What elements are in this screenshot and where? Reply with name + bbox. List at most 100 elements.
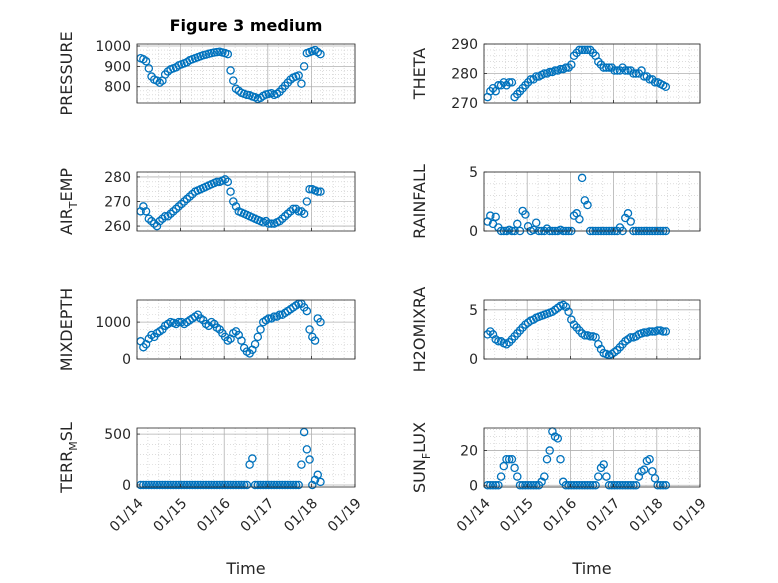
data-point	[199, 480, 208, 490]
data-point	[231, 480, 241, 490]
data-point	[529, 481, 538, 490]
data-point	[313, 470, 323, 480]
data-point	[567, 60, 576, 69]
data-point	[583, 481, 592, 490]
data-point	[531, 218, 541, 227]
data-point	[313, 187, 323, 196]
data-point	[639, 465, 649, 474]
data-point	[269, 312, 279, 321]
data-point	[150, 480, 159, 490]
data-point	[196, 480, 205, 490]
data-point	[556, 454, 565, 464]
y-tick-label: 5	[469, 165, 478, 181]
data-point	[572, 481, 581, 490]
data-point	[623, 481, 633, 490]
data-point	[220, 175, 230, 184]
data-point	[264, 219, 273, 228]
data-point	[185, 480, 194, 490]
data-point	[585, 332, 595, 341]
panel-row2-left: 260 270 280 AIRTEMP	[57, 168, 356, 235]
data-point	[591, 333, 600, 342]
ylabel-part: M	[67, 441, 80, 451]
ylabel-part: AIR	[57, 208, 76, 235]
data-point	[190, 480, 200, 490]
panel-row2-right: 0 5 RAINFALL	[410, 164, 701, 240]
data-point	[256, 325, 265, 334]
data-point	[621, 481, 630, 490]
y-tick-label: 0	[469, 352, 478, 368]
data-point	[615, 481, 625, 490]
data-point	[499, 461, 509, 471]
y-tick-label: 900	[104, 59, 131, 75]
data-point	[239, 480, 249, 490]
data-point	[310, 336, 320, 345]
data-point	[166, 209, 175, 219]
data-point	[188, 480, 197, 490]
data-point	[577, 173, 587, 183]
data-point	[155, 216, 164, 226]
data-point	[491, 212, 500, 222]
data-point	[193, 480, 203, 490]
data-point	[577, 481, 587, 490]
data-point	[223, 49, 233, 59]
data-point	[158, 214, 167, 223]
data-point	[494, 481, 503, 490]
y-tick-label: 290	[451, 37, 478, 53]
axes-box	[483, 427, 701, 488]
data-point	[237, 336, 246, 345]
data-point	[577, 45, 587, 55]
data-point	[510, 463, 519, 473]
y-tick-label: 5	[469, 303, 478, 319]
data-point	[639, 328, 649, 337]
data-point	[171, 204, 181, 214]
data-point	[179, 197, 189, 206]
data-point	[575, 45, 584, 55]
data-point	[264, 314, 273, 323]
data-point	[144, 214, 154, 223]
axes-box	[136, 427, 356, 488]
data-point	[580, 196, 590, 205]
y-tick-label: 270	[104, 195, 131, 211]
data-point	[564, 481, 573, 490]
data-point	[185, 192, 194, 201]
y-tick-label: 270	[451, 96, 478, 112]
data-point	[650, 474, 660, 483]
y-axis-label: PRESSURE	[57, 31, 76, 115]
data-point	[661, 481, 671, 490]
data-point	[160, 480, 170, 490]
data-point	[297, 79, 306, 88]
data-point	[261, 216, 271, 226]
y-tick-label: 0	[469, 478, 478, 494]
data-point	[648, 327, 657, 336]
data-point	[218, 480, 227, 490]
y-axis-label: TERRMSL	[57, 422, 80, 494]
data-point	[494, 337, 503, 346]
ylabel-part: F	[420, 453, 433, 459]
data-point	[288, 204, 298, 214]
data-point	[163, 211, 173, 221]
data-point	[253, 332, 263, 342]
data-point	[297, 207, 306, 216]
y-tick-label: 260	[104, 219, 131, 235]
data-point	[237, 480, 246, 490]
data-point	[648, 467, 657, 476]
data-point	[150, 219, 159, 228]
data-point	[169, 207, 178, 216]
y-tick-label: 500	[104, 427, 131, 443]
data-point	[250, 480, 260, 490]
data-point	[661, 327, 671, 336]
axes-box	[136, 43, 356, 104]
data-point	[518, 481, 527, 490]
data-point	[591, 481, 600, 490]
data-point	[278, 214, 287, 223]
data-point	[226, 480, 235, 490]
plot-area	[484, 172, 700, 231]
data-point	[626, 217, 635, 226]
data-point	[305, 455, 314, 464]
data-point	[594, 339, 603, 349]
data-point	[540, 472, 549, 481]
y-tick-label: 800	[104, 80, 131, 96]
data-point	[158, 480, 167, 490]
data-point	[575, 481, 584, 490]
data-point	[275, 480, 284, 490]
